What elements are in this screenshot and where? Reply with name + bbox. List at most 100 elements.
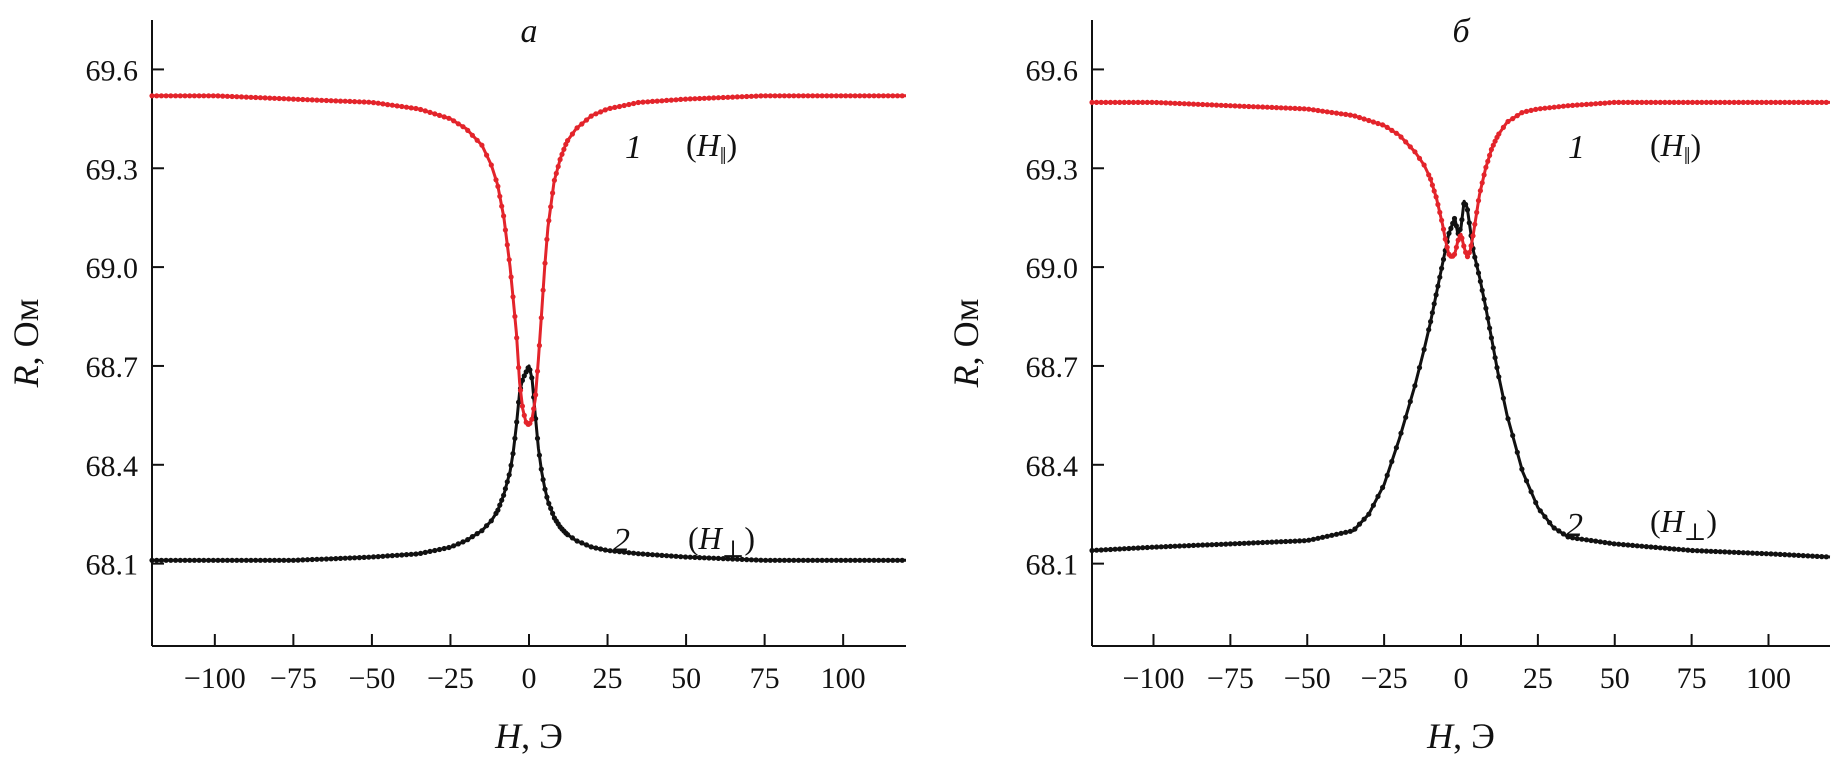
data-point xyxy=(497,193,503,199)
data-point xyxy=(257,95,263,101)
data-point xyxy=(1570,535,1576,541)
data-point xyxy=(1384,124,1390,130)
data-point xyxy=(352,555,358,561)
data-point xyxy=(748,557,755,563)
data-point xyxy=(720,94,726,101)
data-point xyxy=(1479,180,1485,186)
data-point xyxy=(1639,543,1645,549)
data-point xyxy=(1485,315,1491,321)
data-point xyxy=(206,557,212,563)
data-point xyxy=(1320,108,1326,114)
data-point xyxy=(1407,144,1413,150)
paren-close: ) xyxy=(1706,503,1717,539)
data-point xyxy=(262,95,268,101)
data-point xyxy=(1485,158,1491,164)
data-point xyxy=(1117,99,1123,105)
data-point xyxy=(460,539,466,545)
data-point xyxy=(1713,548,1719,555)
data-point xyxy=(1796,552,1802,559)
data-point xyxy=(267,95,273,101)
x-tick-label: 25 xyxy=(593,662,623,695)
data-point xyxy=(1717,549,1723,555)
data-point xyxy=(1435,283,1441,289)
curve-number-label: 2 xyxy=(613,522,630,559)
data-point xyxy=(796,93,802,99)
data-point xyxy=(890,557,896,563)
data-point xyxy=(375,100,381,106)
data-point xyxy=(352,99,358,105)
data-point xyxy=(328,556,334,562)
data-point xyxy=(516,399,522,405)
data-point xyxy=(1094,99,1100,105)
data-point xyxy=(479,142,485,148)
data-point xyxy=(1514,113,1520,119)
data-point xyxy=(191,557,197,563)
data-point xyxy=(1384,472,1390,478)
x-tick-label: 0 xyxy=(1454,662,1469,695)
data-point xyxy=(229,93,235,100)
data-point xyxy=(446,115,452,121)
data-point xyxy=(538,315,544,321)
data-point xyxy=(465,127,471,133)
data-point xyxy=(508,462,514,468)
data-point xyxy=(565,532,571,538)
data-point xyxy=(460,124,466,130)
data-point xyxy=(1421,346,1427,353)
data-point xyxy=(154,557,160,563)
data-point xyxy=(533,392,539,398)
data-point xyxy=(1547,105,1553,111)
data-point xyxy=(767,557,773,563)
data-point xyxy=(309,556,315,563)
data-point xyxy=(1135,545,1141,551)
data-point xyxy=(616,103,623,110)
x-axis-unit: , Э xyxy=(521,716,563,756)
data-point xyxy=(711,95,717,101)
data-point xyxy=(271,557,278,563)
data-point xyxy=(1315,107,1321,114)
data-point xyxy=(1428,319,1434,325)
data-point xyxy=(1606,540,1613,546)
data-point xyxy=(1269,539,1275,545)
data-point xyxy=(739,556,745,563)
data-point xyxy=(224,93,230,99)
data-point xyxy=(1158,100,1164,106)
data-point xyxy=(706,555,712,561)
data-point xyxy=(502,486,508,492)
data-point xyxy=(1472,221,1478,227)
data-point xyxy=(1786,552,1792,558)
data-point xyxy=(1167,543,1173,550)
data-point xyxy=(1204,102,1210,108)
data-point xyxy=(1643,544,1649,550)
data-point xyxy=(1451,251,1458,257)
data-point xyxy=(1163,544,1169,550)
y-axis-variable: R xyxy=(946,365,986,388)
data-point xyxy=(540,477,546,483)
data-point xyxy=(1523,108,1530,114)
data-point xyxy=(1246,103,1252,110)
data-point xyxy=(1453,223,1459,229)
x-tick-label: 25 xyxy=(1523,662,1553,695)
data-point xyxy=(1616,99,1622,105)
data-point xyxy=(1463,201,1469,208)
data-point xyxy=(220,557,226,563)
data-point xyxy=(1446,230,1452,236)
data-point xyxy=(1639,99,1645,105)
data-point xyxy=(1103,99,1109,105)
data-point xyxy=(158,93,164,99)
data-point xyxy=(499,203,505,209)
data-point xyxy=(1347,112,1353,118)
data-point xyxy=(314,556,320,562)
data-point xyxy=(1676,546,1682,552)
data-point xyxy=(678,96,684,102)
data-point xyxy=(635,99,641,106)
data-point xyxy=(1472,254,1478,260)
data-point xyxy=(1149,544,1155,550)
data-point xyxy=(1496,131,1502,137)
data-point xyxy=(370,554,377,560)
data-point xyxy=(323,97,329,104)
data-point xyxy=(1457,226,1463,233)
data-point xyxy=(607,548,613,554)
data-point xyxy=(1439,217,1445,223)
data-point xyxy=(1809,99,1816,105)
data-point xyxy=(201,93,207,99)
